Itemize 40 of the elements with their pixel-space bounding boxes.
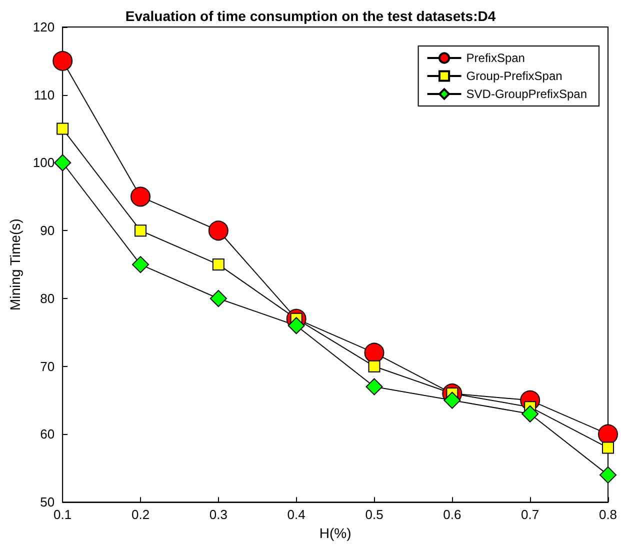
point — [522, 405, 539, 422]
legend-label: Group-PrefixSpan — [466, 69, 562, 83]
y-tick-label: 100 — [32, 155, 55, 170]
x-axis-title: H(%) — [319, 525, 352, 541]
point — [130, 186, 151, 207]
y-tick-label: 90 — [40, 223, 55, 238]
point — [212, 258, 224, 271]
point — [444, 392, 461, 409]
y-tick-label: 50 — [40, 494, 55, 510]
y-tick-label: 70 — [40, 358, 55, 374]
legend-label: PrefixSpan — [466, 51, 525, 65]
x-tick-label: 0.3 — [209, 507, 228, 522]
point — [364, 342, 384, 363]
point — [56, 122, 69, 135]
point — [600, 466, 616, 484]
point — [134, 224, 147, 237]
x-tick-label: 0.6 — [443, 507, 462, 522]
y-tick-label: 60 — [40, 426, 55, 442]
point — [368, 360, 380, 372]
x-tick-label: 0.1 — [54, 507, 72, 522]
point — [208, 220, 228, 241]
y-tick-label: 80 — [40, 290, 55, 306]
x-tick-label: 0.8 — [598, 507, 618, 522]
chart-title: Evaluation of time consumption on the test datasets:D4 — [125, 8, 496, 24]
point — [54, 154, 72, 172]
point — [52, 50, 73, 71]
point — [132, 256, 150, 274]
x-tick-label: 0.7 — [521, 507, 540, 522]
y-tick-label: 120 — [32, 20, 55, 34]
legend-label: SVD-GroupPrefixSpan — [466, 87, 588, 101]
x-tick-label: 0.4 — [287, 507, 306, 522]
point — [288, 317, 305, 334]
point — [602, 442, 614, 454]
y-axis-title: Mining Time(s) — [7, 218, 23, 310]
x-tick-label: 0.5 — [365, 507, 384, 522]
point — [598, 424, 618, 444]
x-tick-label: 0.2 — [131, 507, 150, 522]
point — [366, 378, 383, 396]
point — [210, 290, 227, 307]
y-tick-label: 110 — [34, 87, 55, 102]
